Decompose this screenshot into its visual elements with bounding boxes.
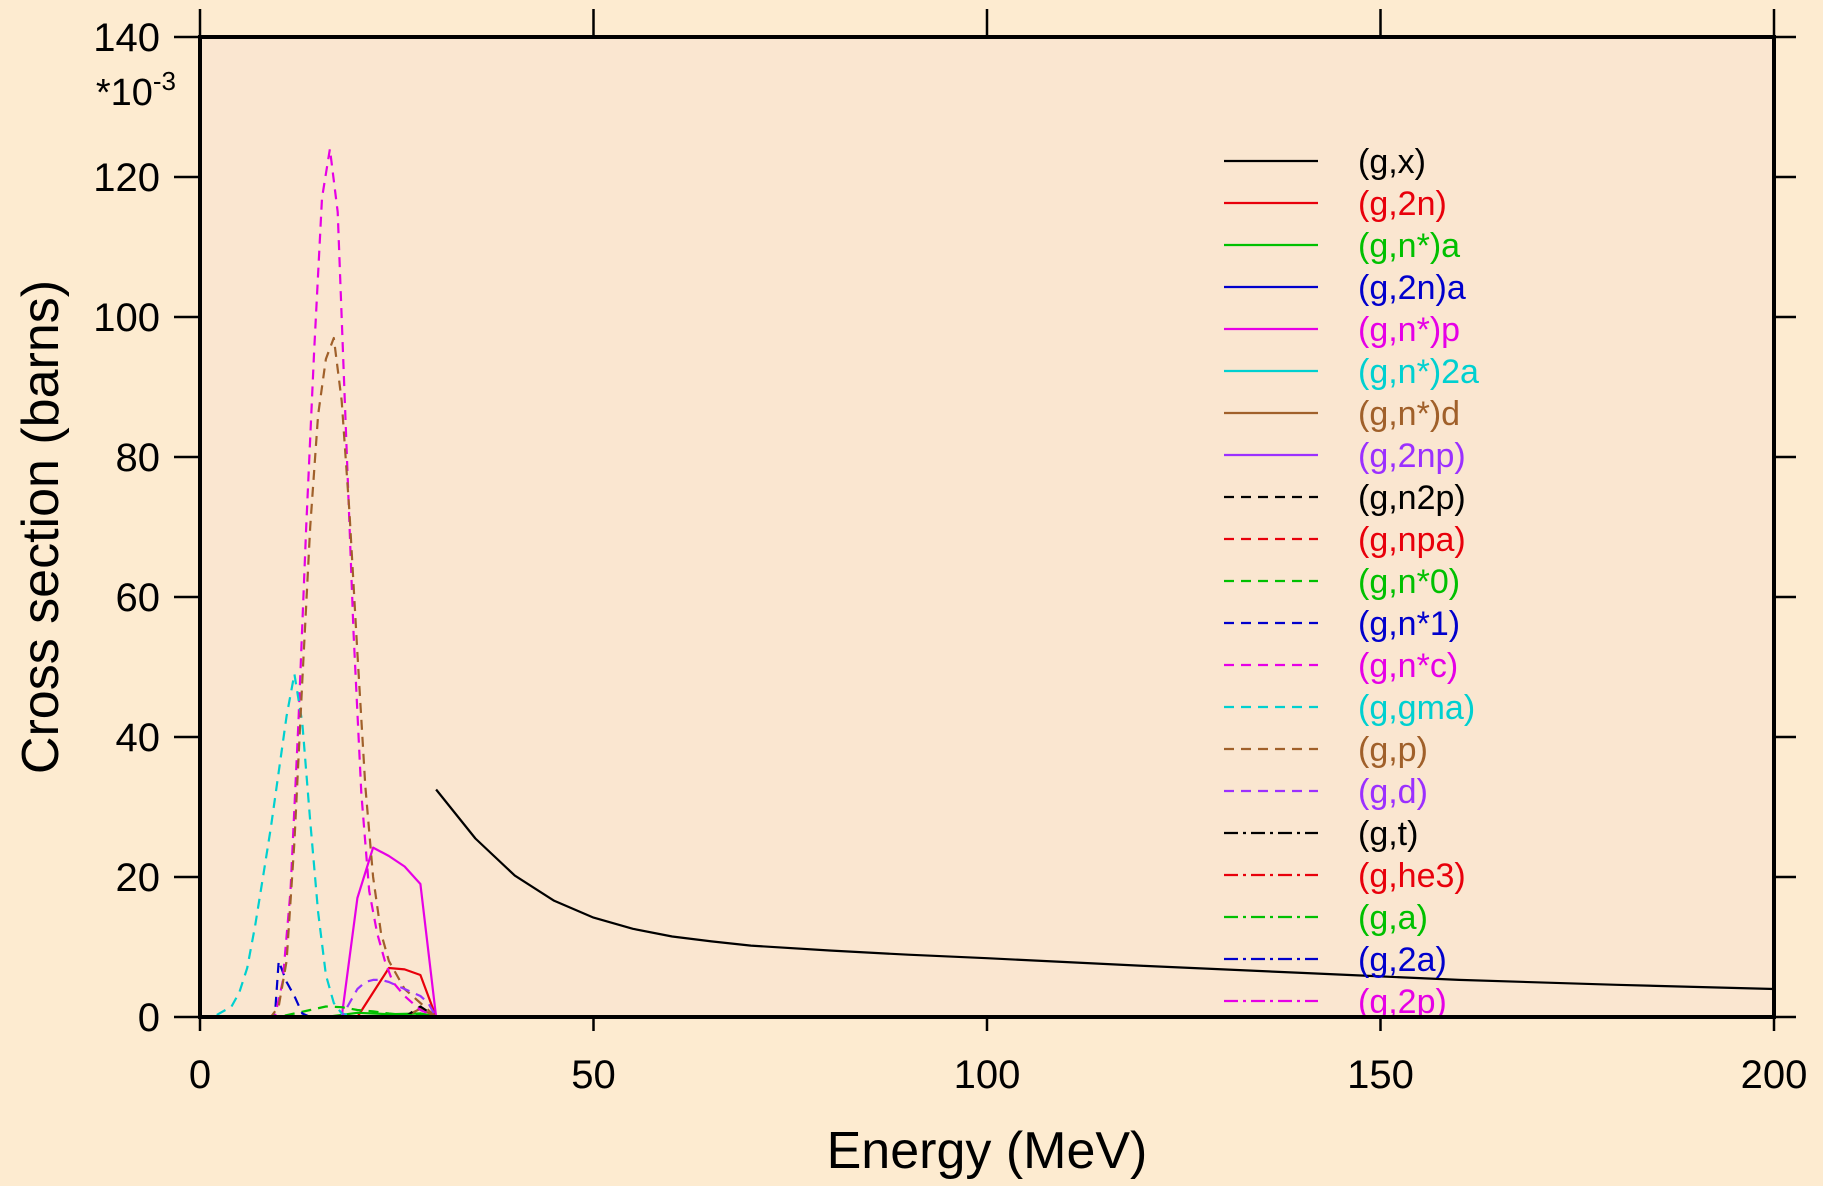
axis-ticks — [174, 9, 1796, 1031]
legend-label: (g,gma) — [1358, 689, 1475, 727]
series-line-9 — [200, 1005, 1774, 1017]
legend-label: (g,x) — [1358, 143, 1426, 181]
series-line-16 — [200, 978, 1774, 1017]
legend-label: (g,n*)2a — [1358, 353, 1479, 391]
y-tick-label: 40 — [116, 716, 161, 760]
y-tick-label: 120 — [93, 156, 160, 200]
legend-label: (g,d) — [1358, 773, 1428, 811]
x-tick-label: 200 — [1741, 1053, 1808, 1097]
x-tick-label: 100 — [954, 1053, 1021, 1097]
legend-label: (g,he3) — [1358, 857, 1466, 895]
legend-label: (g,n*)d — [1358, 395, 1460, 433]
legend-label: (g,n*c) — [1358, 647, 1458, 685]
legend-label: (g,n*1) — [1358, 605, 1460, 643]
legend-label: (g,npa) — [1358, 521, 1466, 559]
x-tick-label: 50 — [571, 1053, 616, 1097]
y-axis-multiplier-exponent: -3 — [153, 66, 176, 96]
y-axis-label: Cross section (barns) — [12, 280, 70, 774]
series-line-14 — [200, 672, 1774, 1017]
series-line-5 — [200, 846, 1774, 1017]
series-line-19 — [200, 1012, 1774, 1017]
y-tick-label: 100 — [93, 296, 160, 340]
legend-label: (g,2n)a — [1358, 269, 1466, 307]
series-line-13 — [200, 147, 1774, 1017]
series-line-1 — [435, 788, 1774, 991]
plot-area-background — [200, 37, 1774, 1017]
legend-label: (g,p) — [1358, 731, 1428, 769]
legend-label: (g,t) — [1358, 815, 1418, 853]
y-tick-label: 80 — [116, 436, 161, 480]
y-tick-label: 0 — [138, 996, 160, 1040]
y-axis-multiplier: *10-3 — [96, 66, 176, 114]
axis-tick-labels: 0 50 100 150 200 0 20 40 60 80 100 120 140 — [93, 16, 1807, 1097]
legend-label: (g,n*)p — [1358, 311, 1460, 349]
legend-label: (g,n*0) — [1358, 563, 1460, 601]
legend-label: (g,2n) — [1358, 185, 1447, 223]
x-axis-label: Energy (MeV) — [827, 1122, 1148, 1180]
series-line-15 — [200, 336, 1774, 1017]
legend-label: (g,a) — [1358, 899, 1428, 937]
y-tick-label: 140 — [93, 16, 160, 60]
legend-label: (g,n*)a — [1358, 227, 1460, 265]
legend: (g,x) (g,2n) (g,n*)a (g,2n)a (g,n*)p (g,n*)2a… — [1224, 143, 1479, 1021]
x-tick-label: 0 — [189, 1053, 211, 1097]
y-tick-label: 20 — [116, 856, 161, 900]
y-tick-label: 60 — [116, 576, 161, 620]
legend-label: (g,2p) — [1358, 983, 1447, 1021]
legend-label: (g,2np) — [1358, 437, 1466, 475]
legend-label: (g,n2p) — [1358, 479, 1466, 517]
legend-label: (g,2a) — [1358, 941, 1447, 979]
x-tick-label: 150 — [1347, 1053, 1414, 1097]
